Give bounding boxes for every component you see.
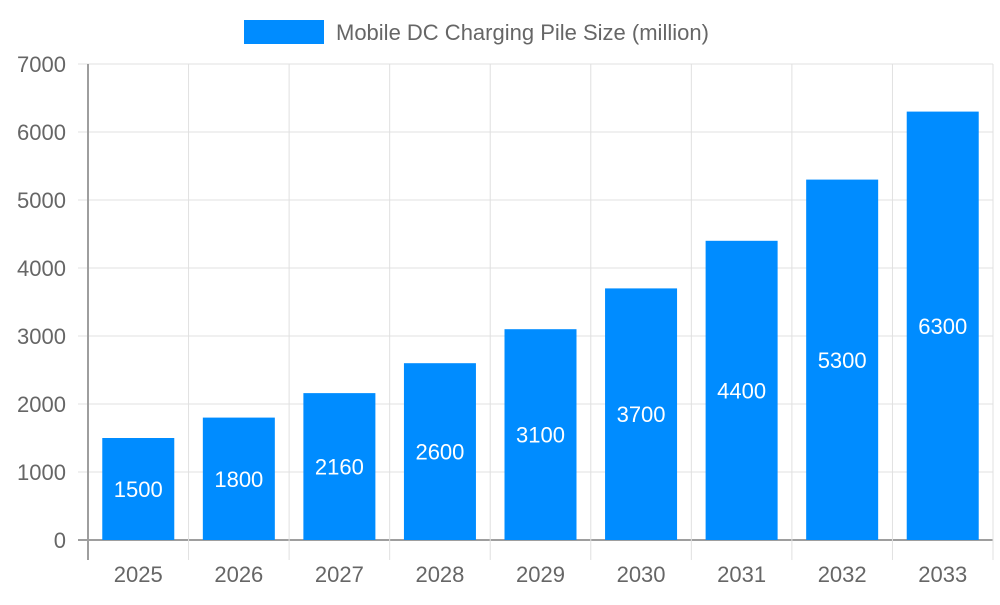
x-tick-label: 2029 <box>516 562 565 587</box>
data-label: 2600 <box>415 440 464 465</box>
y-tick-label: 7000 <box>17 52 66 77</box>
bars: 1500 1800 2160 2600 3100 3700 4400 5300 6300 <box>102 111 979 541</box>
x-tick-label: 2030 <box>617 562 666 587</box>
legend-label: Mobile DC Charging Pile Size (million) <box>336 20 709 45</box>
y-tick-label: 3000 <box>17 324 66 349</box>
bar <box>403 363 476 540</box>
data-label: 3100 <box>516 423 565 448</box>
data-label: 3700 <box>617 402 666 427</box>
bar <box>504 329 577 540</box>
y-tick-label: 1000 <box>17 460 66 485</box>
grid <box>78 63 994 560</box>
y-tick-label: 5000 <box>17 188 66 213</box>
x-tick-label: 2025 <box>114 562 163 587</box>
data-label: 1800 <box>214 467 263 492</box>
data-label: 5300 <box>818 348 867 373</box>
bar <box>303 393 376 540</box>
legend[interactable]: Mobile DC Charging Pile Size (million) <box>244 20 709 45</box>
y-tick-label: 0 <box>54 528 66 553</box>
y-tick-label: 6000 <box>17 120 66 145</box>
bar <box>605 288 678 540</box>
x-tick-label: 2028 <box>415 562 464 587</box>
x-tick-label: 2033 <box>918 562 967 587</box>
data-label: 1500 <box>114 477 163 502</box>
y-tick-label: 2000 <box>17 392 66 417</box>
x-tick-label: 2031 <box>717 562 766 587</box>
data-label: 6300 <box>918 314 967 339</box>
x-tick-label: 2027 <box>315 562 364 587</box>
bar <box>806 179 879 540</box>
bar <box>202 417 275 540</box>
data-label: 2160 <box>315 455 364 480</box>
bar <box>906 111 979 540</box>
axes: 0 1000 2000 3000 4000 5000 6000 7000 2025 2026 202… <box>17 52 967 587</box>
legend-swatch <box>244 20 324 44</box>
y-tick-label: 4000 <box>17 256 66 281</box>
bar <box>705 240 778 541</box>
x-tick-label: 2026 <box>214 562 263 587</box>
x-tick-label: 2032 <box>818 562 867 587</box>
bar <box>102 438 175 540</box>
data-label: 4400 <box>717 378 766 403</box>
